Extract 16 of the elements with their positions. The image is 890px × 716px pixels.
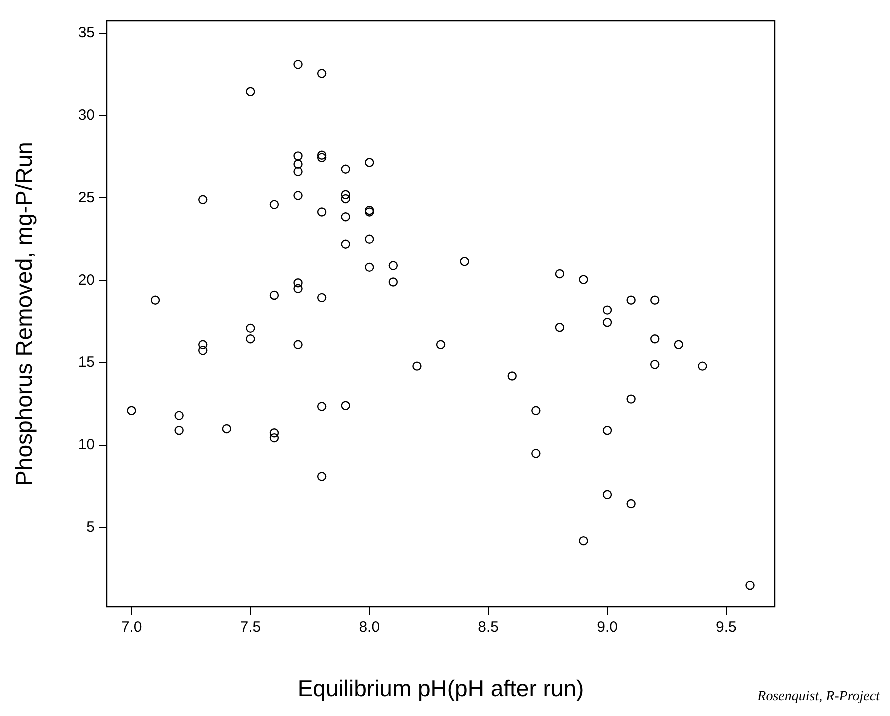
x-tick-label: 8.5: [478, 619, 500, 636]
x-axis-title: Equilibrium pH(pH after run): [298, 676, 584, 702]
y-tick-label: 15: [78, 354, 95, 372]
y-axis-title: Phosphorus Removed, mg-P/Run: [11, 142, 38, 486]
y-tick-label: 20: [78, 272, 95, 289]
y-tick-label: 10: [78, 436, 95, 454]
x-tick-label: 7.5: [240, 619, 262, 636]
text: Rosenquist, R-Project: [756, 690, 882, 705]
x-tick-label: 8.0: [359, 619, 380, 636]
y-tick-label: 30: [78, 106, 95, 124]
y-tick-label: 25: [78, 189, 95, 206]
x-tick-label: 9.5: [716, 619, 737, 636]
y-tick-label: 35: [78, 24, 95, 42]
x-tick-label: 7.0: [121, 619, 142, 636]
y-tick-label: 5: [86, 519, 95, 536]
x-tick-label: 9.0: [597, 619, 618, 636]
